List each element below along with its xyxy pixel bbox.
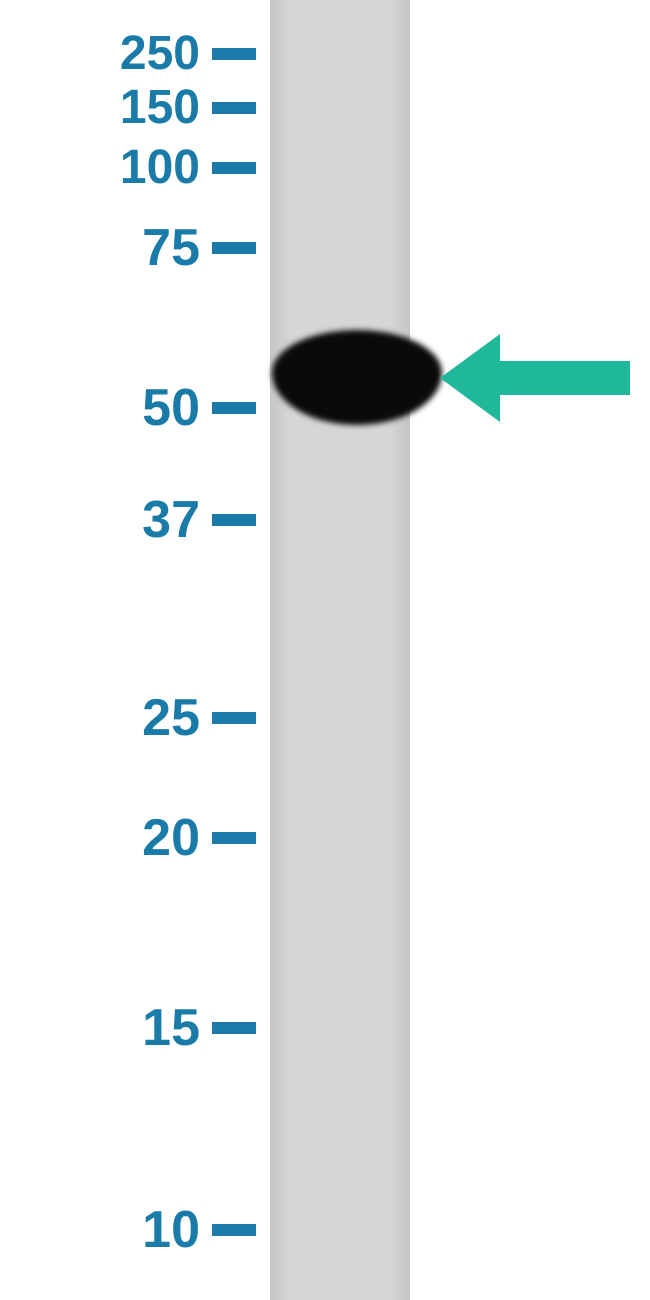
marker-label-75: 75 bbox=[20, 222, 200, 274]
marker-tick-10 bbox=[212, 1224, 256, 1236]
marker-tick-250 bbox=[212, 48, 256, 60]
marker-label-250: 250 bbox=[20, 30, 200, 78]
marker-tick-150 bbox=[212, 102, 256, 114]
marker-tick-50 bbox=[212, 402, 256, 414]
marker-label-150: 150 bbox=[20, 84, 200, 132]
indicator-arrow bbox=[440, 334, 630, 422]
marker-label-10: 10 bbox=[20, 1204, 200, 1256]
marker-tick-15 bbox=[212, 1022, 256, 1034]
gel-lane bbox=[270, 0, 410, 1300]
marker-label-20: 20 bbox=[20, 812, 200, 864]
marker-tick-37 bbox=[212, 514, 256, 526]
marker-label-15: 15 bbox=[20, 1002, 200, 1054]
marker-label-37: 37 bbox=[20, 494, 200, 546]
arrow-head bbox=[440, 334, 500, 422]
western-blot-diagram: 250 150 100 75 50 37 25 20 15 10 bbox=[0, 0, 650, 1300]
arrow-shaft bbox=[500, 361, 630, 395]
marker-tick-75 bbox=[212, 242, 256, 254]
marker-tick-20 bbox=[212, 832, 256, 844]
marker-tick-25 bbox=[212, 712, 256, 724]
marker-label-100: 100 bbox=[20, 144, 200, 192]
marker-label-25: 25 bbox=[20, 692, 200, 744]
marker-label-50: 50 bbox=[20, 382, 200, 434]
marker-tick-100 bbox=[212, 162, 256, 174]
